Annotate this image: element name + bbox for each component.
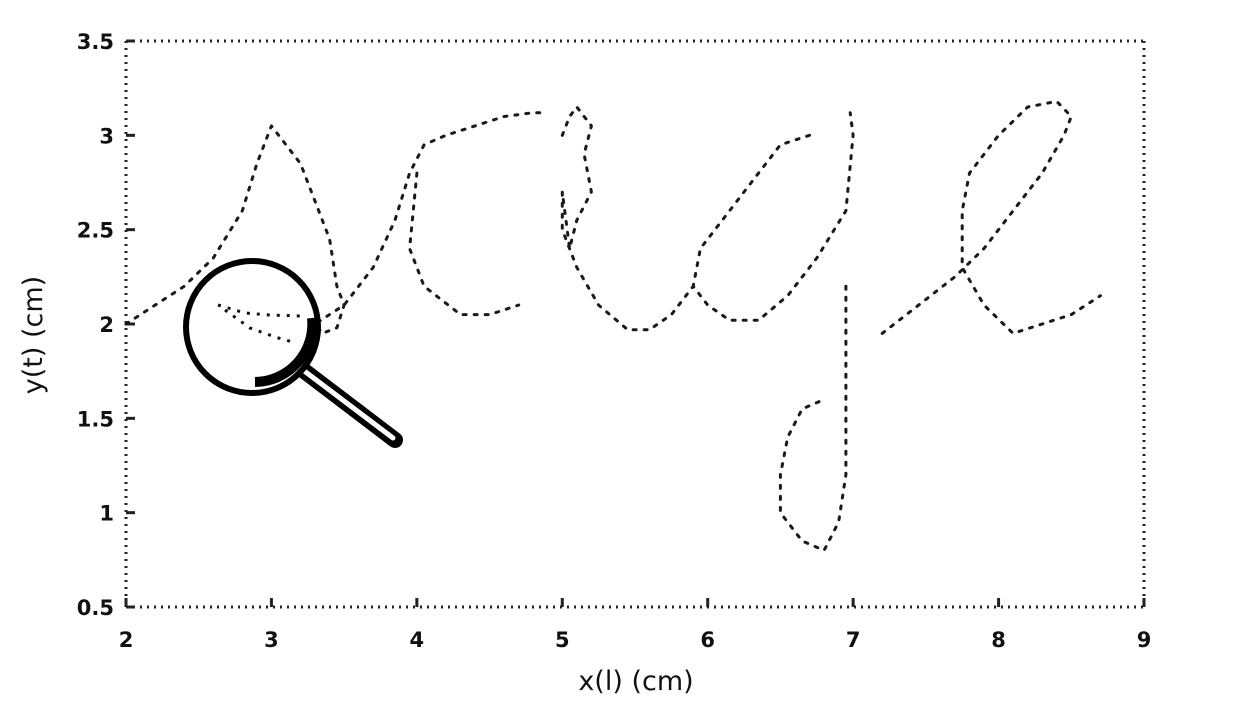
y-tick-label: 1.5 (77, 407, 114, 431)
y-tick-label: 2.5 (77, 219, 114, 243)
y-tick-label: 3 (99, 124, 114, 148)
y-tick-label: 2 (99, 313, 114, 337)
x-tick-label: 6 (700, 628, 715, 652)
x-axis-ticks: 2 3 4 5 6 7 8 9 (119, 598, 1152, 652)
trace-stroke-2 (408, 171, 521, 317)
axes-frame (124, 39, 1146, 609)
y-tick-label: 1 (99, 502, 114, 526)
x-axis-label: x(l) (cm) (578, 666, 693, 697)
y-tick-label: 3.5 (77, 30, 114, 54)
trace-stroke-4 (691, 111, 855, 322)
y-axis-label: y(t) (cm) (18, 276, 49, 394)
x-tick-label: 5 (555, 628, 570, 652)
x-tick-label: 7 (846, 628, 861, 652)
handwriting-trace (124, 99, 1102, 552)
trace-stroke-6 (880, 99, 1102, 335)
x-tick-label: 3 (264, 628, 279, 652)
trace-stroke-3 (560, 105, 695, 332)
x-tick-label: 9 (1137, 628, 1152, 652)
x-tick-label: 2 (119, 628, 134, 652)
trace-stroke-5 (778, 284, 848, 552)
y-axis-ticks: 0.5 1 1.5 2 2.5 3 3.5 (77, 30, 135, 620)
magnifying-glass-icon (183, 258, 403, 448)
trace-stroke-1 (124, 111, 550, 335)
y-tick-label: 0.5 (77, 596, 114, 620)
x-tick-label: 8 (991, 628, 1006, 652)
x-tick-label: 4 (410, 628, 425, 652)
